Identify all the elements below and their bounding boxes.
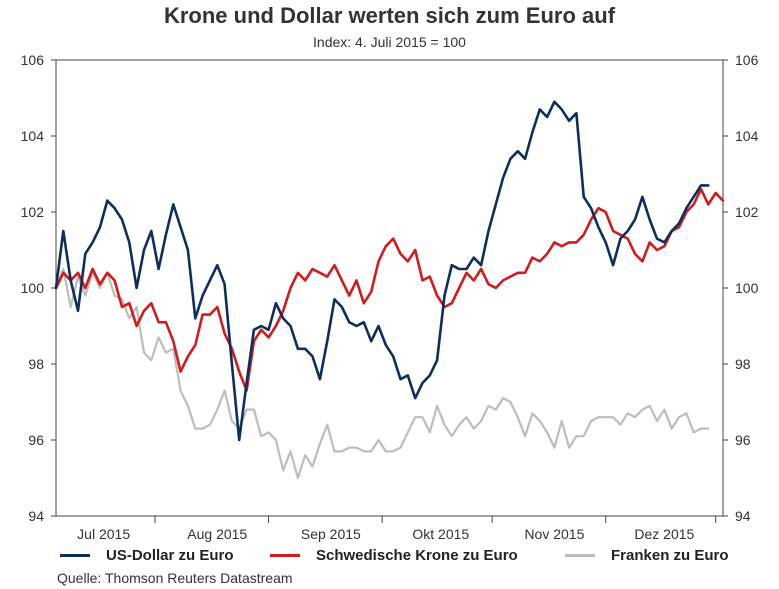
y-tick-label-right-98: 98 (735, 356, 751, 372)
y-tick-label-left-104: 104 (21, 128, 45, 144)
x-tick-label-0: Jul 2015 (77, 526, 130, 542)
legend-item-usd: US-Dollar zu Euro (60, 547, 234, 564)
series-line-usd (54, 100, 710, 442)
y-tick-label-right-94: 94 (735, 508, 751, 524)
chart-legend: US-Dollar zu Euro Schwedische Krone zu E… (0, 547, 779, 567)
y-tick-label-right-104: 104 (735, 128, 759, 144)
y-tick-label-left-96: 96 (28, 432, 44, 448)
series-line-chf (54, 267, 710, 480)
y-tick-label-right-100: 100 (735, 280, 759, 296)
y-tick-label-right-102: 102 (735, 204, 759, 220)
chart-subtitle: Index: 4. Juli 2015 = 100 (313, 34, 466, 50)
chart-title: Krone und Dollar werten sich zum Euro au… (163, 3, 616, 28)
y-tick-label-left-98: 98 (28, 356, 44, 372)
legend-label-usd: US-Dollar zu Euro (106, 547, 234, 564)
legend-item-sek: Schwedische Krone zu Euro (270, 547, 518, 564)
series-line-sek (54, 187, 725, 392)
legend-item-chf: Franken zu Euro (565, 547, 729, 564)
y-tick-label-right-96: 96 (735, 432, 751, 448)
x-tick-label-5: Dez 2015 (634, 526, 694, 542)
x-tick-label-3: Okt 2015 (412, 526, 469, 542)
legend-swatch-chf (565, 554, 595, 557)
x-tick-label-2: Sep 2015 (301, 526, 361, 542)
source-note: Quelle: Thomson Reuters Datastream (57, 570, 293, 586)
x-tick-label-4: Nov 2015 (524, 526, 584, 542)
y-tick-label-left-106: 106 (21, 52, 45, 68)
y-tick-label-left-100: 100 (21, 280, 45, 296)
legend-label-chf: Franken zu Euro (611, 547, 729, 564)
y-tick-label-right-106: 106 (735, 52, 759, 68)
plot-frame (55, 59, 724, 517)
legend-label-sek: Schwedische Krone zu Euro (316, 547, 518, 564)
line-chart: 94 94 96 96 98 98 100 100 102 102 104 104 106 106 Jul … (21, 52, 759, 542)
y-tick-label-left-102: 102 (21, 204, 45, 220)
legend-swatch-sek (270, 554, 300, 557)
x-tick-label-1: Aug 2015 (187, 526, 247, 542)
y-tick-label-left-94: 94 (28, 508, 44, 524)
legend-swatch-usd (60, 554, 90, 557)
